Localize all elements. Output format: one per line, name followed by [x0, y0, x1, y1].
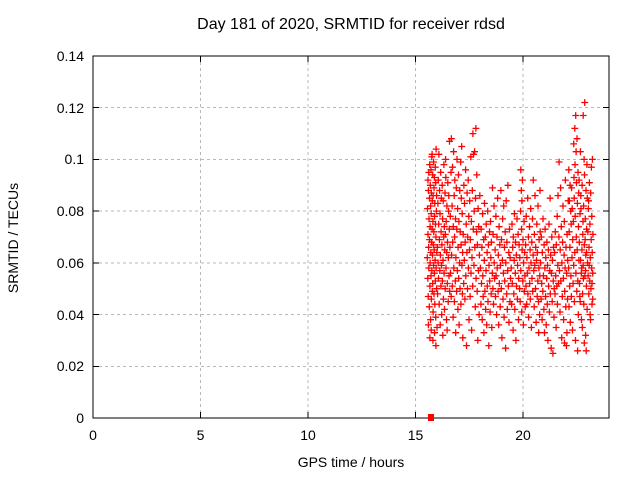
y-tick-label: 0.08	[56, 203, 84, 220]
y-tick-label: 0.1	[64, 151, 84, 168]
y-tick-label: 0.04	[56, 306, 84, 323]
x-tick-label: 10	[300, 427, 316, 443]
scatter-points-srmtid-plus	[423, 99, 597, 357]
y-tick-label: 0.14	[56, 48, 84, 64]
y-tick-label: 0.02	[56, 358, 84, 375]
x-tick-label: 0	[89, 427, 97, 443]
y-tick-label: 0.06	[56, 254, 84, 271]
marker-zero-marker	[427, 414, 434, 421]
y-tick-label: 0	[76, 410, 84, 426]
x-axis-label: GPS time / hours	[297, 454, 405, 470]
y-tick-label: 0.12	[56, 99, 84, 116]
x-tick-label: 20	[515, 427, 531, 443]
chart-title: Day 181 of 2020, SRMTID for receiver rds…	[197, 16, 505, 33]
plot-border	[92, 55, 610, 419]
x-tick-label: 5	[196, 427, 205, 443]
x-tick-label: 15	[407, 427, 424, 443]
